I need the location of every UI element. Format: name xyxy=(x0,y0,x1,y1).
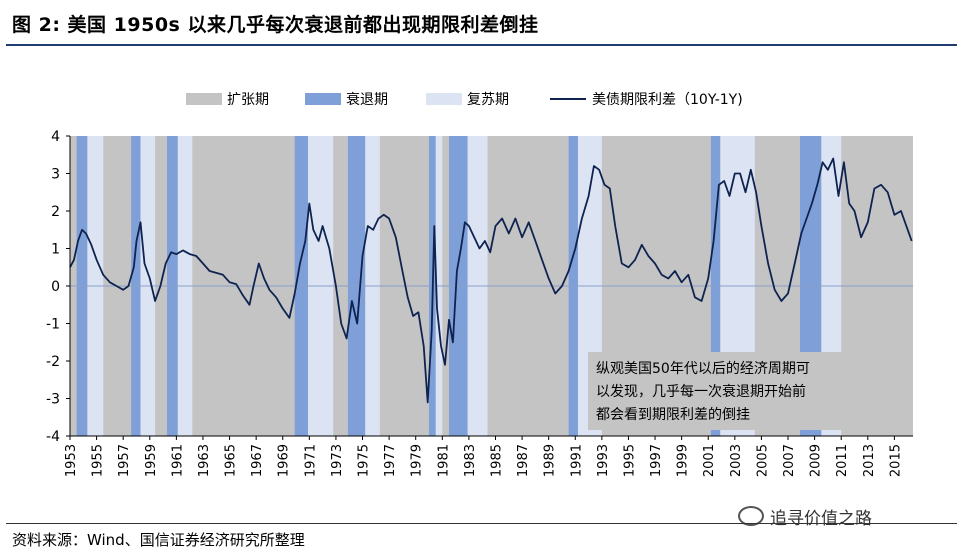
y-tick-label: -4 xyxy=(46,429,60,445)
annotation-line-2: 以发现，几乎每一次衰退期开始前 xyxy=(596,383,806,400)
source-note: 资料来源：Wind、国信证券经济研究所整理 xyxy=(12,531,305,549)
x-tick-label: 2001 xyxy=(702,444,717,477)
legend-label-recession: 衰退期 xyxy=(346,91,388,108)
y-tick-label: -2 xyxy=(46,354,60,370)
x-tick-label: 1999 xyxy=(676,444,691,477)
x-tick-label: 1953 xyxy=(64,444,79,477)
footer-rule xyxy=(6,523,957,524)
term-spread-chart: 4 3 2 1 0 -1 -2 -3 -4 1953 1955 1957 1959 1961 1963 19… xyxy=(46,91,913,477)
x-tick-label: 2005 xyxy=(755,444,770,477)
x-tick-label: 1981 xyxy=(436,444,451,477)
x-tick-label: 1955 xyxy=(91,444,106,477)
legend: 扩张期 衰退期 复苏期 美债期限利差（10Y-1Y) xyxy=(186,91,743,108)
watermark: 追寻价值之路 xyxy=(738,504,872,529)
x-tick-label: 1957 xyxy=(117,444,132,477)
series-line-term-spread xyxy=(69,157,913,404)
x-tick-label: 1961 xyxy=(170,444,185,477)
x-tick-label: 2003 xyxy=(729,444,744,477)
x-tick-label: 2015 xyxy=(888,444,903,477)
x-tick-label: 2007 xyxy=(782,444,797,477)
x-tick-label: 1989 xyxy=(543,444,558,477)
y-tick-label: -3 xyxy=(46,392,60,408)
x-tick-label: 1965 xyxy=(224,444,239,477)
y-tick-label: -1 xyxy=(46,317,60,333)
x-tick-label: 1985 xyxy=(489,444,504,477)
y-tick-label: 2 xyxy=(51,204,60,220)
x-tick-label: 1969 xyxy=(277,444,292,477)
x-tick-label: 1991 xyxy=(569,444,584,477)
title-rule xyxy=(6,44,957,46)
x-tick-label: 1975 xyxy=(357,444,372,477)
legend-swatch-recovery xyxy=(426,93,462,105)
legend-swatch-recession xyxy=(305,93,341,105)
x-tick-label: 2011 xyxy=(835,444,850,477)
y-tick-label: 3 xyxy=(51,167,60,183)
x-tick-label: 1973 xyxy=(330,444,345,477)
figure-title: 图 2: 美国 1950s 以来几乎每次衰退前都出现期限利差倒挂 xyxy=(12,14,539,36)
y-tick-label: 0 xyxy=(51,279,60,295)
x-tick-label: 1967 xyxy=(250,444,265,477)
annotation-line-3: 都会看到期限利差的倒挂 xyxy=(596,407,750,423)
x-tick-label: 2013 xyxy=(862,444,877,477)
x-tick-label: 1995 xyxy=(622,444,637,477)
x-tick-label: 2009 xyxy=(809,444,824,477)
legend-label-series: 美债期限利差（10Y-1Y) xyxy=(592,92,743,108)
legend-label-recovery: 复苏期 xyxy=(467,91,509,108)
y-tick-label: 1 xyxy=(51,242,60,258)
x-tick-label: 1977 xyxy=(383,444,398,477)
x-tick-label: 1997 xyxy=(649,444,664,477)
annotation-line-1: 纵观美国50年代以后的经济周期可 xyxy=(596,361,810,377)
watermark-text: 追寻价值之路 xyxy=(770,509,872,529)
legend-swatch-expansion xyxy=(186,93,222,105)
wechat-icon xyxy=(738,506,764,526)
legend-label-expansion: 扩张期 xyxy=(227,92,269,108)
x-tick-label: 1987 xyxy=(516,444,531,477)
x-tick-label: 1971 xyxy=(303,444,318,477)
x-tick-label: 1959 xyxy=(144,444,159,477)
annotation-box xyxy=(588,352,872,430)
x-tick-label: 1983 xyxy=(463,444,478,477)
x-tick-label: 1993 xyxy=(596,444,611,477)
x-tick-label: 1963 xyxy=(197,444,212,477)
y-tick-label: 4 xyxy=(51,129,60,145)
x-tick-label: 1979 xyxy=(410,444,425,477)
